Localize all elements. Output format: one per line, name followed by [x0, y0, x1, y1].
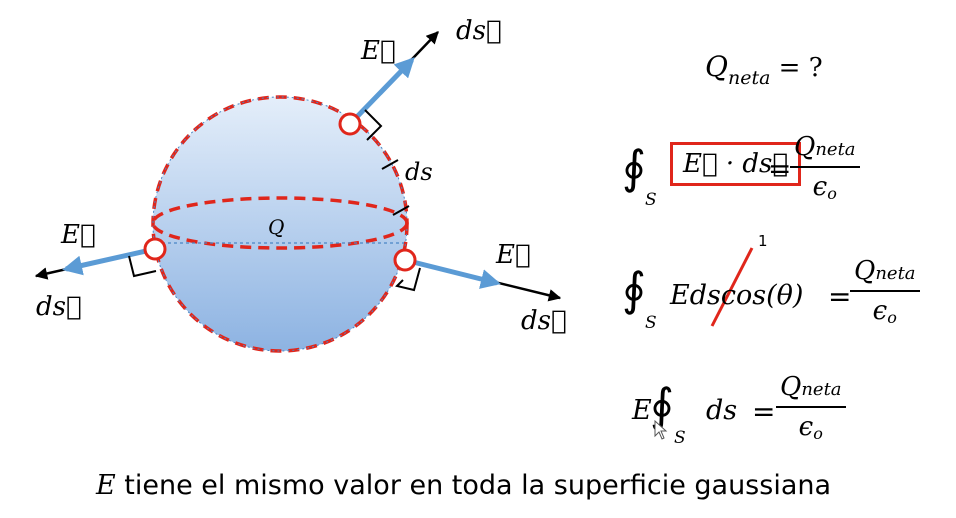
label-e-left: E⃗	[61, 220, 96, 250]
num-sub: neta	[815, 139, 856, 160]
q-subscript: neta	[727, 67, 771, 89]
equals-1: =	[768, 152, 792, 185]
num-q: Q	[854, 256, 876, 286]
fraction-q-over-eps-1: Qneta ϵo	[790, 132, 860, 203]
boxed-dot-product: E⃗ · ds⃗	[670, 142, 801, 186]
equals-3: =	[752, 395, 776, 428]
num-sub: neta	[875, 263, 916, 284]
e-ds-cos-theta: Edscos(θ)	[670, 280, 804, 311]
caption-e-symbol: E	[96, 470, 116, 501]
fraction-q-over-eps-3: Qneta ϵo	[776, 372, 846, 443]
label-ds-surface: ds	[405, 158, 433, 186]
label-ds-right: ds⃗	[521, 306, 567, 336]
num-q: Q	[780, 372, 802, 402]
den-eps: ϵ	[798, 412, 814, 442]
fraction-q-over-eps-2: Qneta ϵo	[850, 256, 920, 327]
num-q: Q	[794, 132, 816, 162]
equator-front-dashed	[151, 196, 409, 250]
den-eps: ϵ	[872, 296, 888, 326]
surface-point-top	[338, 112, 362, 136]
e-field-arrow-right	[404, 257, 501, 289]
fraction-numerator: Qneta	[850, 256, 920, 292]
fraction-denominator: ϵo	[812, 168, 837, 203]
contour-integral-3: ∮	[650, 378, 674, 432]
ds-tick-top	[381, 159, 399, 170]
den-sub: o	[813, 424, 823, 443]
fraction-denominator: ϵo	[798, 408, 823, 443]
equation-q-neta-unknown: Qneta = ?	[705, 50, 823, 88]
caption-text: E tiene el mismo valor en toda la superf…	[96, 470, 831, 501]
q-symbol: Q	[705, 50, 728, 83]
surface-point-left	[143, 237, 167, 261]
label-e-top: E⃗	[361, 36, 396, 66]
fraction-numerator: Qneta	[776, 372, 846, 408]
den-sub: o	[887, 308, 897, 327]
right-angle-marker-left	[128, 255, 157, 278]
num-sub: neta	[801, 379, 842, 400]
label-ds-left: ds⃗	[36, 292, 82, 322]
caption-body: tiene el mismo valor en toda la superfic…	[115, 470, 832, 501]
ds-tick-bottom	[392, 205, 410, 216]
right-angle-marker-right	[395, 267, 421, 292]
integral-sub-s-2: S	[645, 313, 657, 333]
fraction-denominator: ϵo	[872, 292, 897, 327]
contour-integral-2: ∮	[622, 262, 646, 316]
label-charge-q: Q	[268, 215, 285, 239]
right-angle-marker-top	[364, 109, 383, 141]
fraction-numerator: Qneta	[790, 132, 860, 168]
den-eps: ϵ	[812, 172, 828, 202]
cancel-slash	[710, 247, 754, 327]
e-factor: E	[632, 395, 652, 426]
equals-2: =	[828, 280, 852, 313]
equals-question: = ?	[770, 53, 823, 83]
e-field-arrow-top	[348, 57, 415, 126]
surface-point-right	[393, 248, 417, 272]
integral-sub-s-1: S	[645, 190, 657, 210]
label-one-cancel: 1	[758, 232, 768, 250]
label-e-right: E⃗	[496, 240, 531, 270]
integral-sub-s-3: S	[674, 428, 686, 448]
e-field-arrow-left	[62, 246, 156, 276]
label-ds-top: ds⃗	[456, 16, 502, 46]
ds-integrand: ds	[706, 395, 738, 426]
e-dot-ds: E⃗ · ds⃗	[683, 149, 788, 179]
den-sub: o	[827, 184, 837, 203]
mouse-pointer-icon	[654, 420, 668, 440]
contour-integral-1: ∮	[622, 140, 646, 194]
